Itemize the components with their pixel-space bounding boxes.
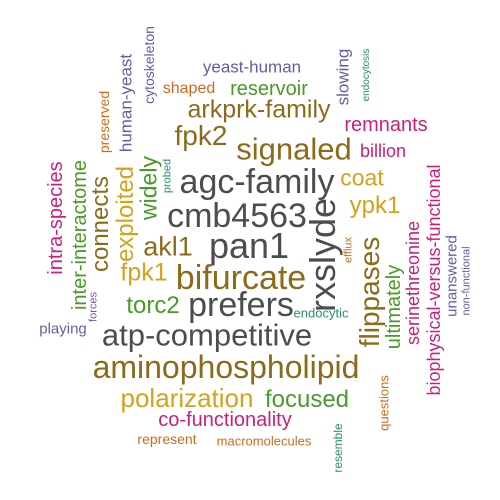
word-endocytic: endocytic [293,305,349,321]
word-fpk2: fpk2 [174,120,228,151]
word-biophysical-versus-functional: biophysical-versus-functional [424,164,444,396]
word-exploited: exploited [112,165,139,263]
word-yeast-human: yeast-human [202,57,302,77]
word-questions: questions [376,375,392,431]
word-billion: billion [359,141,407,161]
word-shaped: shaped [162,80,216,97]
word-signaled: signaled [236,131,352,167]
word-preserved: preserved [96,90,112,154]
word-fpk1: fpk1 [120,258,168,287]
word-cytoskeleton: cytoskeleton [141,26,157,104]
word-aminophospholipid: aminophospholipid [92,349,360,385]
word-human-yeast: human-yeast [116,53,136,153]
word-forces: forces [87,292,100,322]
word-prefers: prefers [188,286,294,324]
word-coat: coat [340,164,384,191]
word-remnants: remnants [344,114,428,136]
word-akl1: akl1 [143,231,193,262]
word-ultimately: ultimately [383,264,405,350]
word-unanswered: unanswered [443,235,461,317]
word-connects: connects [87,175,114,273]
word-endocytosis: endocytosis [361,48,372,102]
word-pan1: pan1 [208,225,290,266]
word-playing: playing [39,320,87,338]
word-macromolecules: macromolecules [216,433,312,449]
word-serinethreonine: serinethreonine [403,220,423,346]
word-slowing: slowing [333,48,353,106]
word-non-functional: non-functional [460,246,473,316]
word-flippases: flippases [354,236,385,348]
word-focused: focused [264,386,350,413]
word-co-functionality: co-functionality [158,409,292,431]
word-ypk1: ypk1 [349,192,401,219]
word-reservoir: reservoir [230,78,308,100]
word-widely: widely [135,156,162,220]
word-atp-competitive: atp-competitive [101,317,313,353]
word-bifurcate: bifurcate [175,259,307,297]
word-polarization: polarization [120,383,254,413]
word-torc2: torc2 [126,292,180,319]
word-agc-family: agc-family [179,163,335,201]
word-intra-species: intra-species [45,161,67,275]
word-arkprk-family: arkprk-family [187,95,331,124]
word-probed: probed [161,158,174,194]
word-represent: represent [137,431,197,447]
word-resemble: resemble [331,423,345,473]
word-efflux: efflux [342,236,355,264]
word-rxslyde: rxslyde [302,197,343,313]
word-cmb4563: cmb4563 [167,197,307,235]
